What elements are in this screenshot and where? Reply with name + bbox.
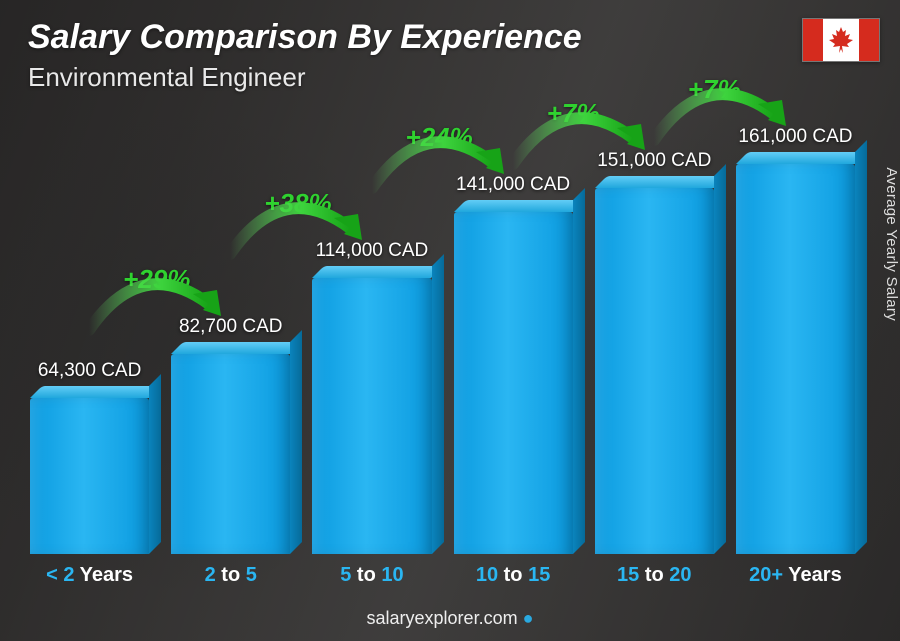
bar-value-label: 141,000 CAD (456, 174, 570, 196)
bar-wrap: 141,000 CAD+24% (454, 212, 573, 554)
bar-top-face (312, 266, 443, 278)
category-label: 10 to 15 (476, 564, 551, 587)
bar (30, 398, 149, 554)
bar-top-face (30, 386, 161, 398)
bar-value-label: 114,000 CAD (316, 240, 429, 262)
bar-side-face (290, 330, 302, 554)
country-flag-canada (802, 18, 880, 62)
bar-column: 151,000 CAD+7% 15 to 20 (595, 188, 714, 587)
footer-text: salaryexplorer.com (367, 608, 518, 628)
bar-chart: 64,300 CAD< 2 Years82,700 CAD+29%2 to 51… (30, 87, 855, 587)
infographic-canvas: Salary Comparison By Experience Environm… (0, 0, 900, 641)
bar (454, 212, 573, 554)
delta-label: +7% (688, 74, 741, 105)
footer-attribution: salaryexplorer.com ● (0, 608, 900, 629)
bar-top-face (171, 342, 302, 354)
bar-column: 141,000 CAD+24% 10 to 15 (454, 212, 573, 587)
bar-column: 161,000 CAD+7% 20+ Years (736, 164, 855, 587)
bar-side-face (855, 140, 867, 554)
category-label: 5 to 10 (340, 564, 403, 587)
bar-top-face (595, 176, 726, 188)
bar-wrap: 151,000 CAD+7% (595, 188, 714, 554)
page-title: Salary Comparison By Experience (28, 18, 582, 57)
y-axis-label: Average Yearly Salary (884, 167, 900, 321)
delta-label: +24% (406, 122, 473, 153)
bar-wrap: 82,700 CAD+29% (171, 354, 290, 554)
category-label: < 2 Years (46, 564, 133, 587)
flag-band-left (803, 19, 823, 61)
bar-value-label: 82,700 CAD (179, 316, 283, 338)
category-label: 15 to 20 (617, 564, 692, 587)
bar-value-label: 64,300 CAD (38, 360, 142, 382)
category-label: 2 to 5 (205, 564, 257, 587)
bar-side-face (573, 188, 585, 554)
bar-wrap: 161,000 CAD+7% (736, 164, 855, 554)
delta-label: +7% (547, 98, 600, 129)
bar-column: 64,300 CAD < 2 Years (30, 398, 149, 587)
bar-value-label: 151,000 CAD (597, 150, 711, 172)
category-label: 20+ Years (749, 564, 842, 587)
delta-label: +38% (264, 188, 331, 219)
bar-side-face (149, 374, 161, 554)
bar (312, 278, 431, 554)
bar-wrap: 114,000 CAD+38% (312, 278, 431, 554)
bar-column: 114,000 CAD+38% 5 to 10 (312, 278, 431, 587)
delta-label: +29% (123, 264, 190, 295)
bar-side-face (714, 164, 726, 554)
bar-column: 82,700 CAD+29% 2 to 5 (171, 354, 290, 587)
footer-dot-icon: ● (523, 608, 534, 628)
bar-wrap: 64,300 CAD (30, 398, 149, 554)
bar-top-face (736, 152, 867, 164)
bar-side-face (432, 254, 444, 554)
bar (171, 354, 290, 554)
flag-center (823, 19, 859, 61)
bar (736, 164, 855, 554)
bar-top-face (454, 200, 585, 212)
maple-leaf-icon (829, 27, 853, 53)
bar (595, 188, 714, 554)
bar-value-label: 161,000 CAD (738, 126, 852, 148)
flag-band-right (859, 19, 879, 61)
